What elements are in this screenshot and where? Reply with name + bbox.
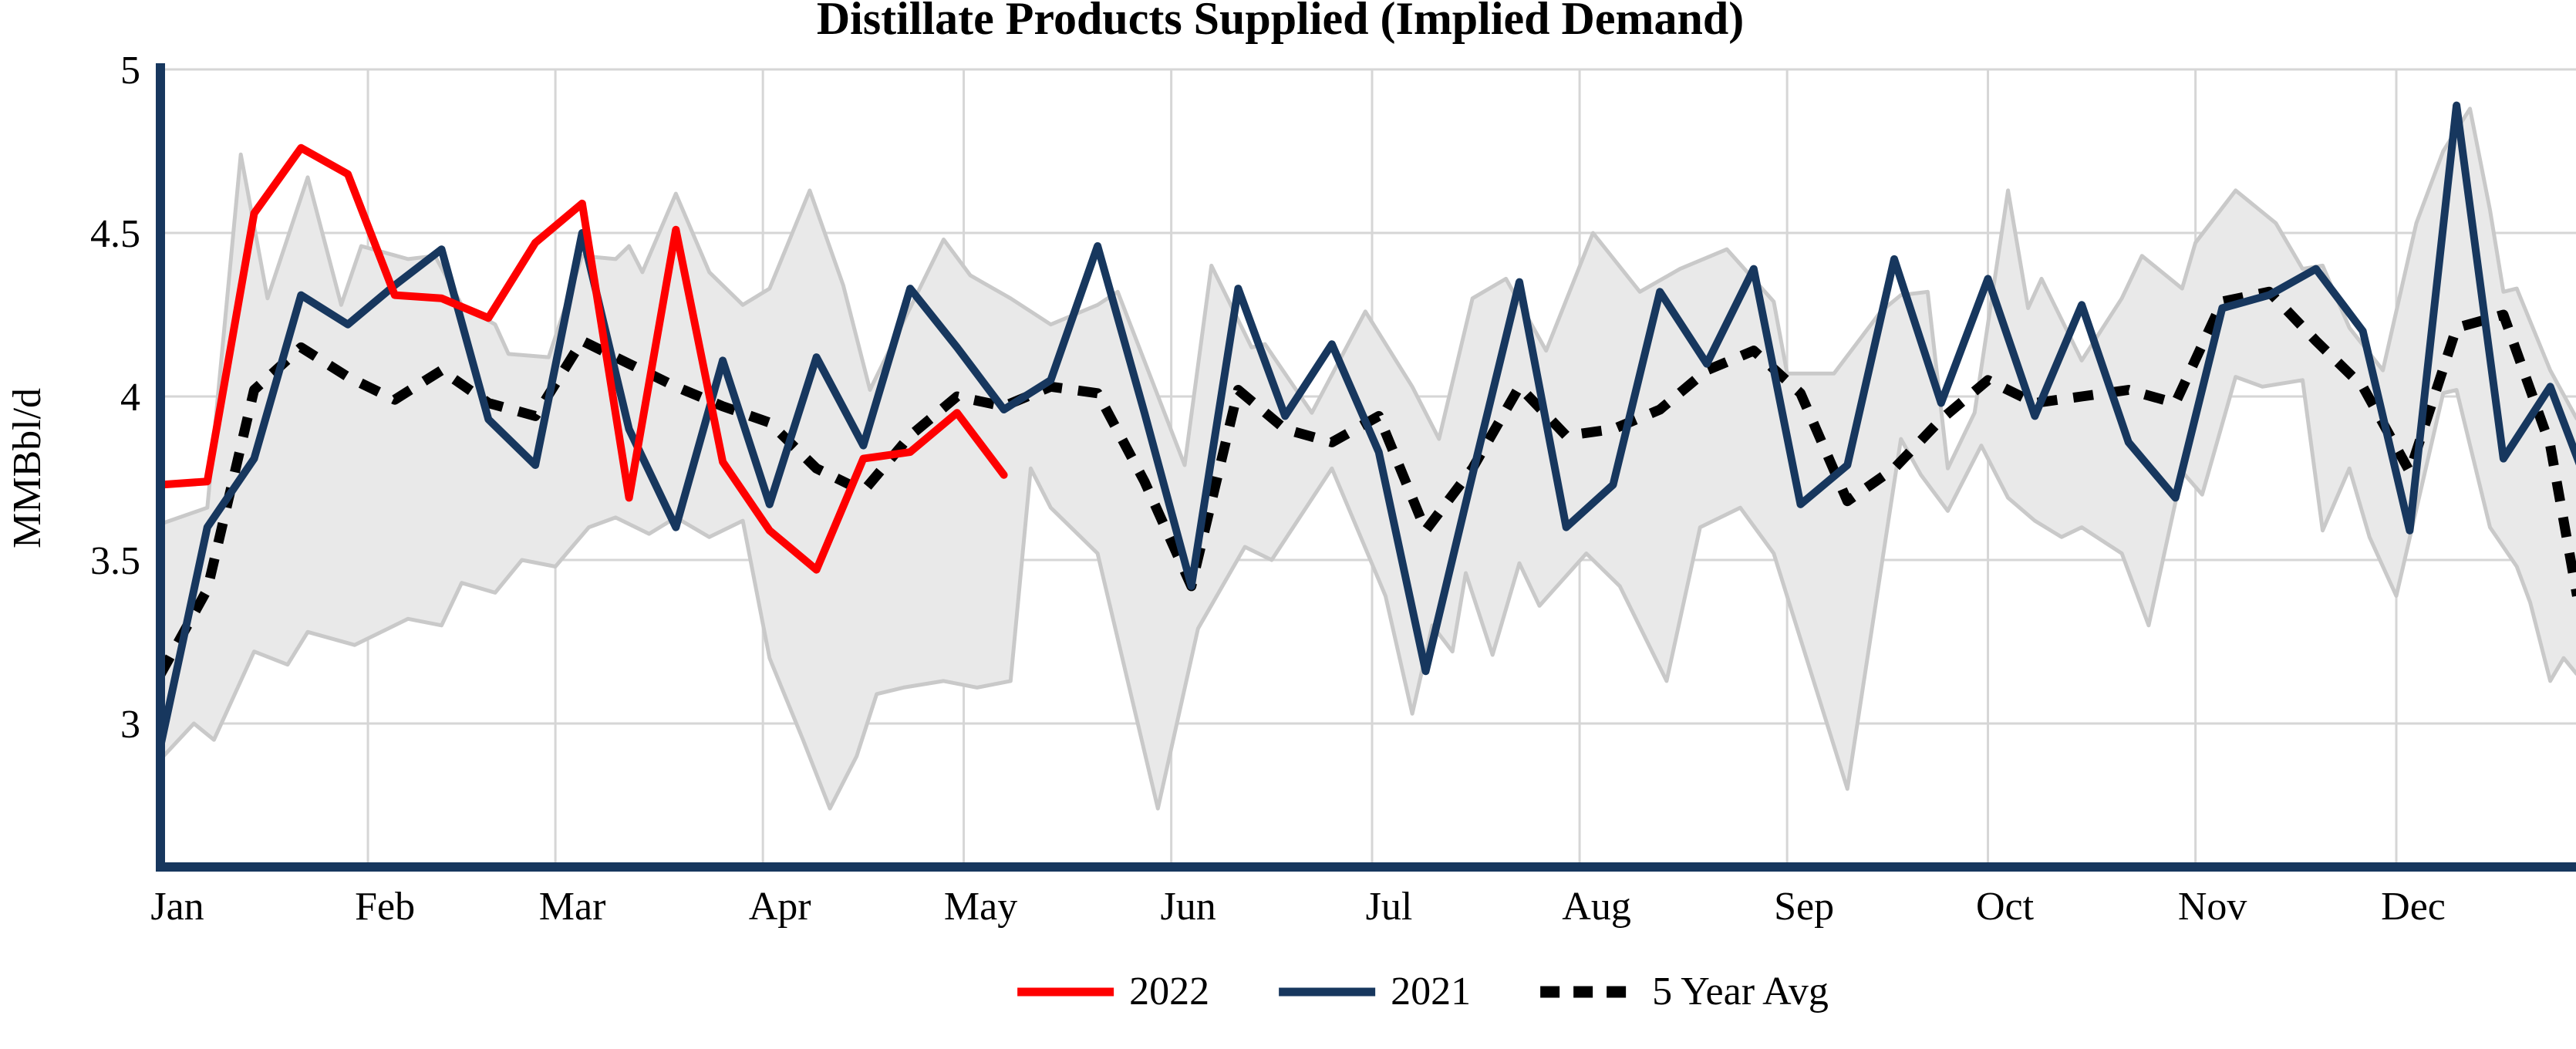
y-tick-label: 4 bbox=[120, 376, 140, 420]
x-tick-label: Oct bbox=[1976, 885, 2035, 929]
x-tick-label: Apr bbox=[749, 885, 811, 929]
y-tick-label: 5 bbox=[120, 49, 140, 93]
line-2021 bbox=[157, 101, 2576, 750]
x-tick-label: Nov bbox=[2178, 885, 2247, 929]
x-tick-label: Jul bbox=[1366, 885, 1413, 929]
range-band-area bbox=[160, 108, 2576, 809]
legend-label-avg5: 5 Year Avg bbox=[1652, 970, 1829, 1014]
x-tick-label: Jun bbox=[1161, 885, 1216, 929]
axes-spines bbox=[156, 63, 2576, 872]
line-5-year-avg bbox=[156, 286, 2576, 677]
range-band-max-line bbox=[160, 106, 2576, 526]
y-tick-label: 3 bbox=[120, 703, 140, 747]
legend: 2022 2021 5 Year Avg bbox=[1017, 970, 1829, 1014]
five-year-range-band bbox=[159, 106, 2576, 811]
x-tick-label: Feb bbox=[355, 885, 415, 929]
y-axis-label: MMBbl/d bbox=[5, 388, 49, 548]
x-tick-label: Jan bbox=[150, 885, 204, 929]
legend-label-y2022: 2022 bbox=[1129, 970, 1209, 1014]
x-tick-labels: Jan Feb Mar Apr May Jun Jul Aug Sep Oct Nov Dec bbox=[150, 885, 2446, 929]
y-tick-label: 4.5 bbox=[90, 212, 140, 256]
series-lines bbox=[156, 101, 2576, 750]
x-tick-label: Dec bbox=[2381, 885, 2446, 929]
range-band-min-line bbox=[159, 375, 2576, 811]
y-axis-spine bbox=[156, 63, 165, 872]
y-tick-labels: 3 3.5 4 4.5 5 bbox=[90, 49, 140, 747]
chart-title: Distillate Products Supplied (Implied De… bbox=[817, 0, 1744, 44]
legend-label-y2021: 2021 bbox=[1391, 970, 1471, 1014]
x-axis-spine bbox=[156, 862, 2576, 872]
x-tick-label: May bbox=[944, 885, 1017, 929]
y-tick-label: 3.5 bbox=[90, 539, 140, 583]
line-2022 bbox=[157, 143, 1008, 574]
x-tick-label: Mar bbox=[539, 885, 606, 929]
x-tick-label: Sep bbox=[1774, 885, 1834, 929]
x-tick-label: Aug bbox=[1562, 885, 1631, 929]
